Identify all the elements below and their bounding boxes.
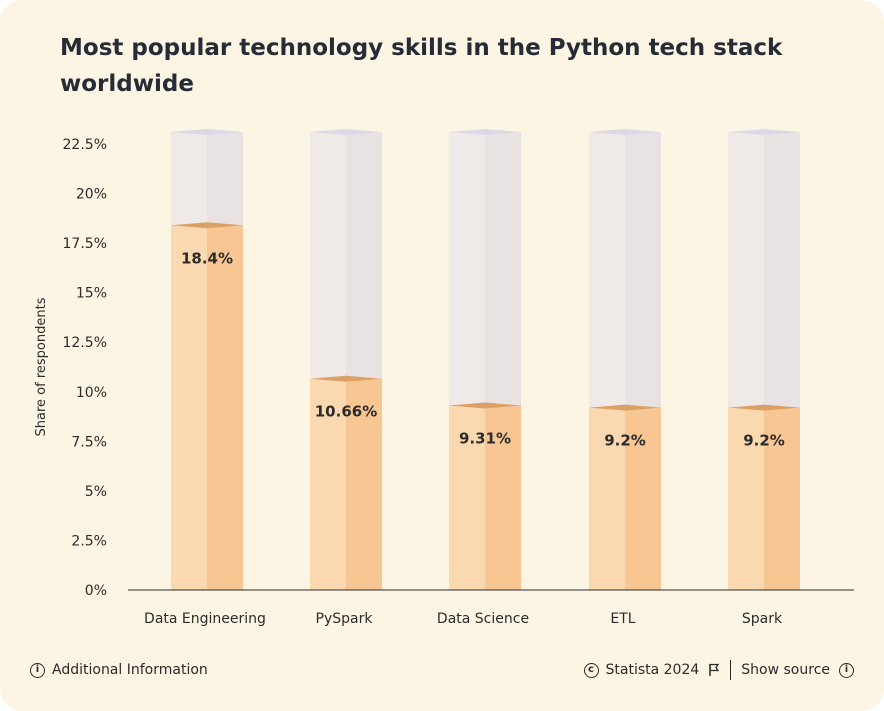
bar-track-side xyxy=(764,132,800,408)
bar-cap xyxy=(728,404,800,411)
bar-track-side xyxy=(346,132,382,379)
y-tick-label: 22.5% xyxy=(63,137,107,153)
bar-side xyxy=(346,378,382,590)
bar-track-front xyxy=(449,132,485,406)
bar-track-side xyxy=(625,132,661,408)
bar xyxy=(310,378,346,590)
x-tick-label: PySpark xyxy=(316,611,374,627)
bar-track-cap xyxy=(449,129,521,135)
copyright-text: Statista 2024 xyxy=(605,662,700,678)
data-label: 9.2% xyxy=(743,432,785,450)
bar-cap xyxy=(449,402,521,409)
y-tick-label: 2.5% xyxy=(71,533,107,549)
bar-cap xyxy=(171,222,243,229)
show-source-link[interactable]: Show source i xyxy=(741,662,854,678)
data-label: 18.4% xyxy=(181,249,233,267)
data-label: 9.2% xyxy=(604,432,646,450)
y-tick-label: 15% xyxy=(76,286,107,302)
bar-cap xyxy=(310,375,382,382)
x-tick-label: ETL xyxy=(610,611,635,627)
y-tick-label: 10% xyxy=(76,385,107,401)
bar-track-front xyxy=(310,132,346,379)
bar-track-front xyxy=(589,132,625,408)
bar xyxy=(728,407,764,590)
x-tick-label: Spark xyxy=(742,611,783,627)
chart-title: Most popular technology skills in the Py… xyxy=(60,35,783,97)
footer-separator xyxy=(730,660,732,680)
bar-track-front xyxy=(171,132,207,226)
bar xyxy=(449,405,485,590)
y-tick-label: 7.5% xyxy=(71,434,107,450)
bar-side xyxy=(764,407,800,590)
bar-side xyxy=(485,405,521,590)
y-tick-label: 17.5% xyxy=(63,236,107,252)
y-tick-label: 0% xyxy=(85,583,107,599)
y-tick-label: 20% xyxy=(76,187,107,203)
bar-track-cap xyxy=(310,129,382,135)
footer-right: c Statista 2024 Show source i xyxy=(583,659,854,681)
bar-cap xyxy=(589,404,661,411)
x-tick-label: Data Science xyxy=(437,611,529,627)
y-tick-label: 12.5% xyxy=(63,335,107,351)
info-icon: i xyxy=(839,662,854,678)
bar xyxy=(589,407,625,590)
show-source-label: Show source xyxy=(741,662,830,678)
footer-left: i Additional Information xyxy=(30,659,208,681)
flag-icon[interactable] xyxy=(708,663,720,677)
bar-track-side xyxy=(485,132,521,406)
bar-track-cap xyxy=(728,129,800,135)
bar-side xyxy=(207,225,243,590)
info-icon: i xyxy=(30,662,45,678)
bar-track-cap xyxy=(171,129,243,135)
y-axis-title: Share of respondents xyxy=(34,297,49,436)
additional-information-label: Additional Information xyxy=(52,662,208,678)
bar-track-front xyxy=(728,132,764,408)
copyright-icon: c xyxy=(583,662,599,678)
bar-track-side xyxy=(207,132,243,226)
data-label: 9.31% xyxy=(459,429,511,447)
additional-information-link[interactable]: i Additional Information xyxy=(30,662,208,678)
bar-track-cap xyxy=(589,129,661,135)
data-label: 10.66% xyxy=(315,403,377,421)
y-tick-label: 5% xyxy=(85,484,107,500)
bar-side xyxy=(625,407,661,590)
bar xyxy=(171,225,207,590)
x-tick-label: Data Engineering xyxy=(144,611,266,627)
